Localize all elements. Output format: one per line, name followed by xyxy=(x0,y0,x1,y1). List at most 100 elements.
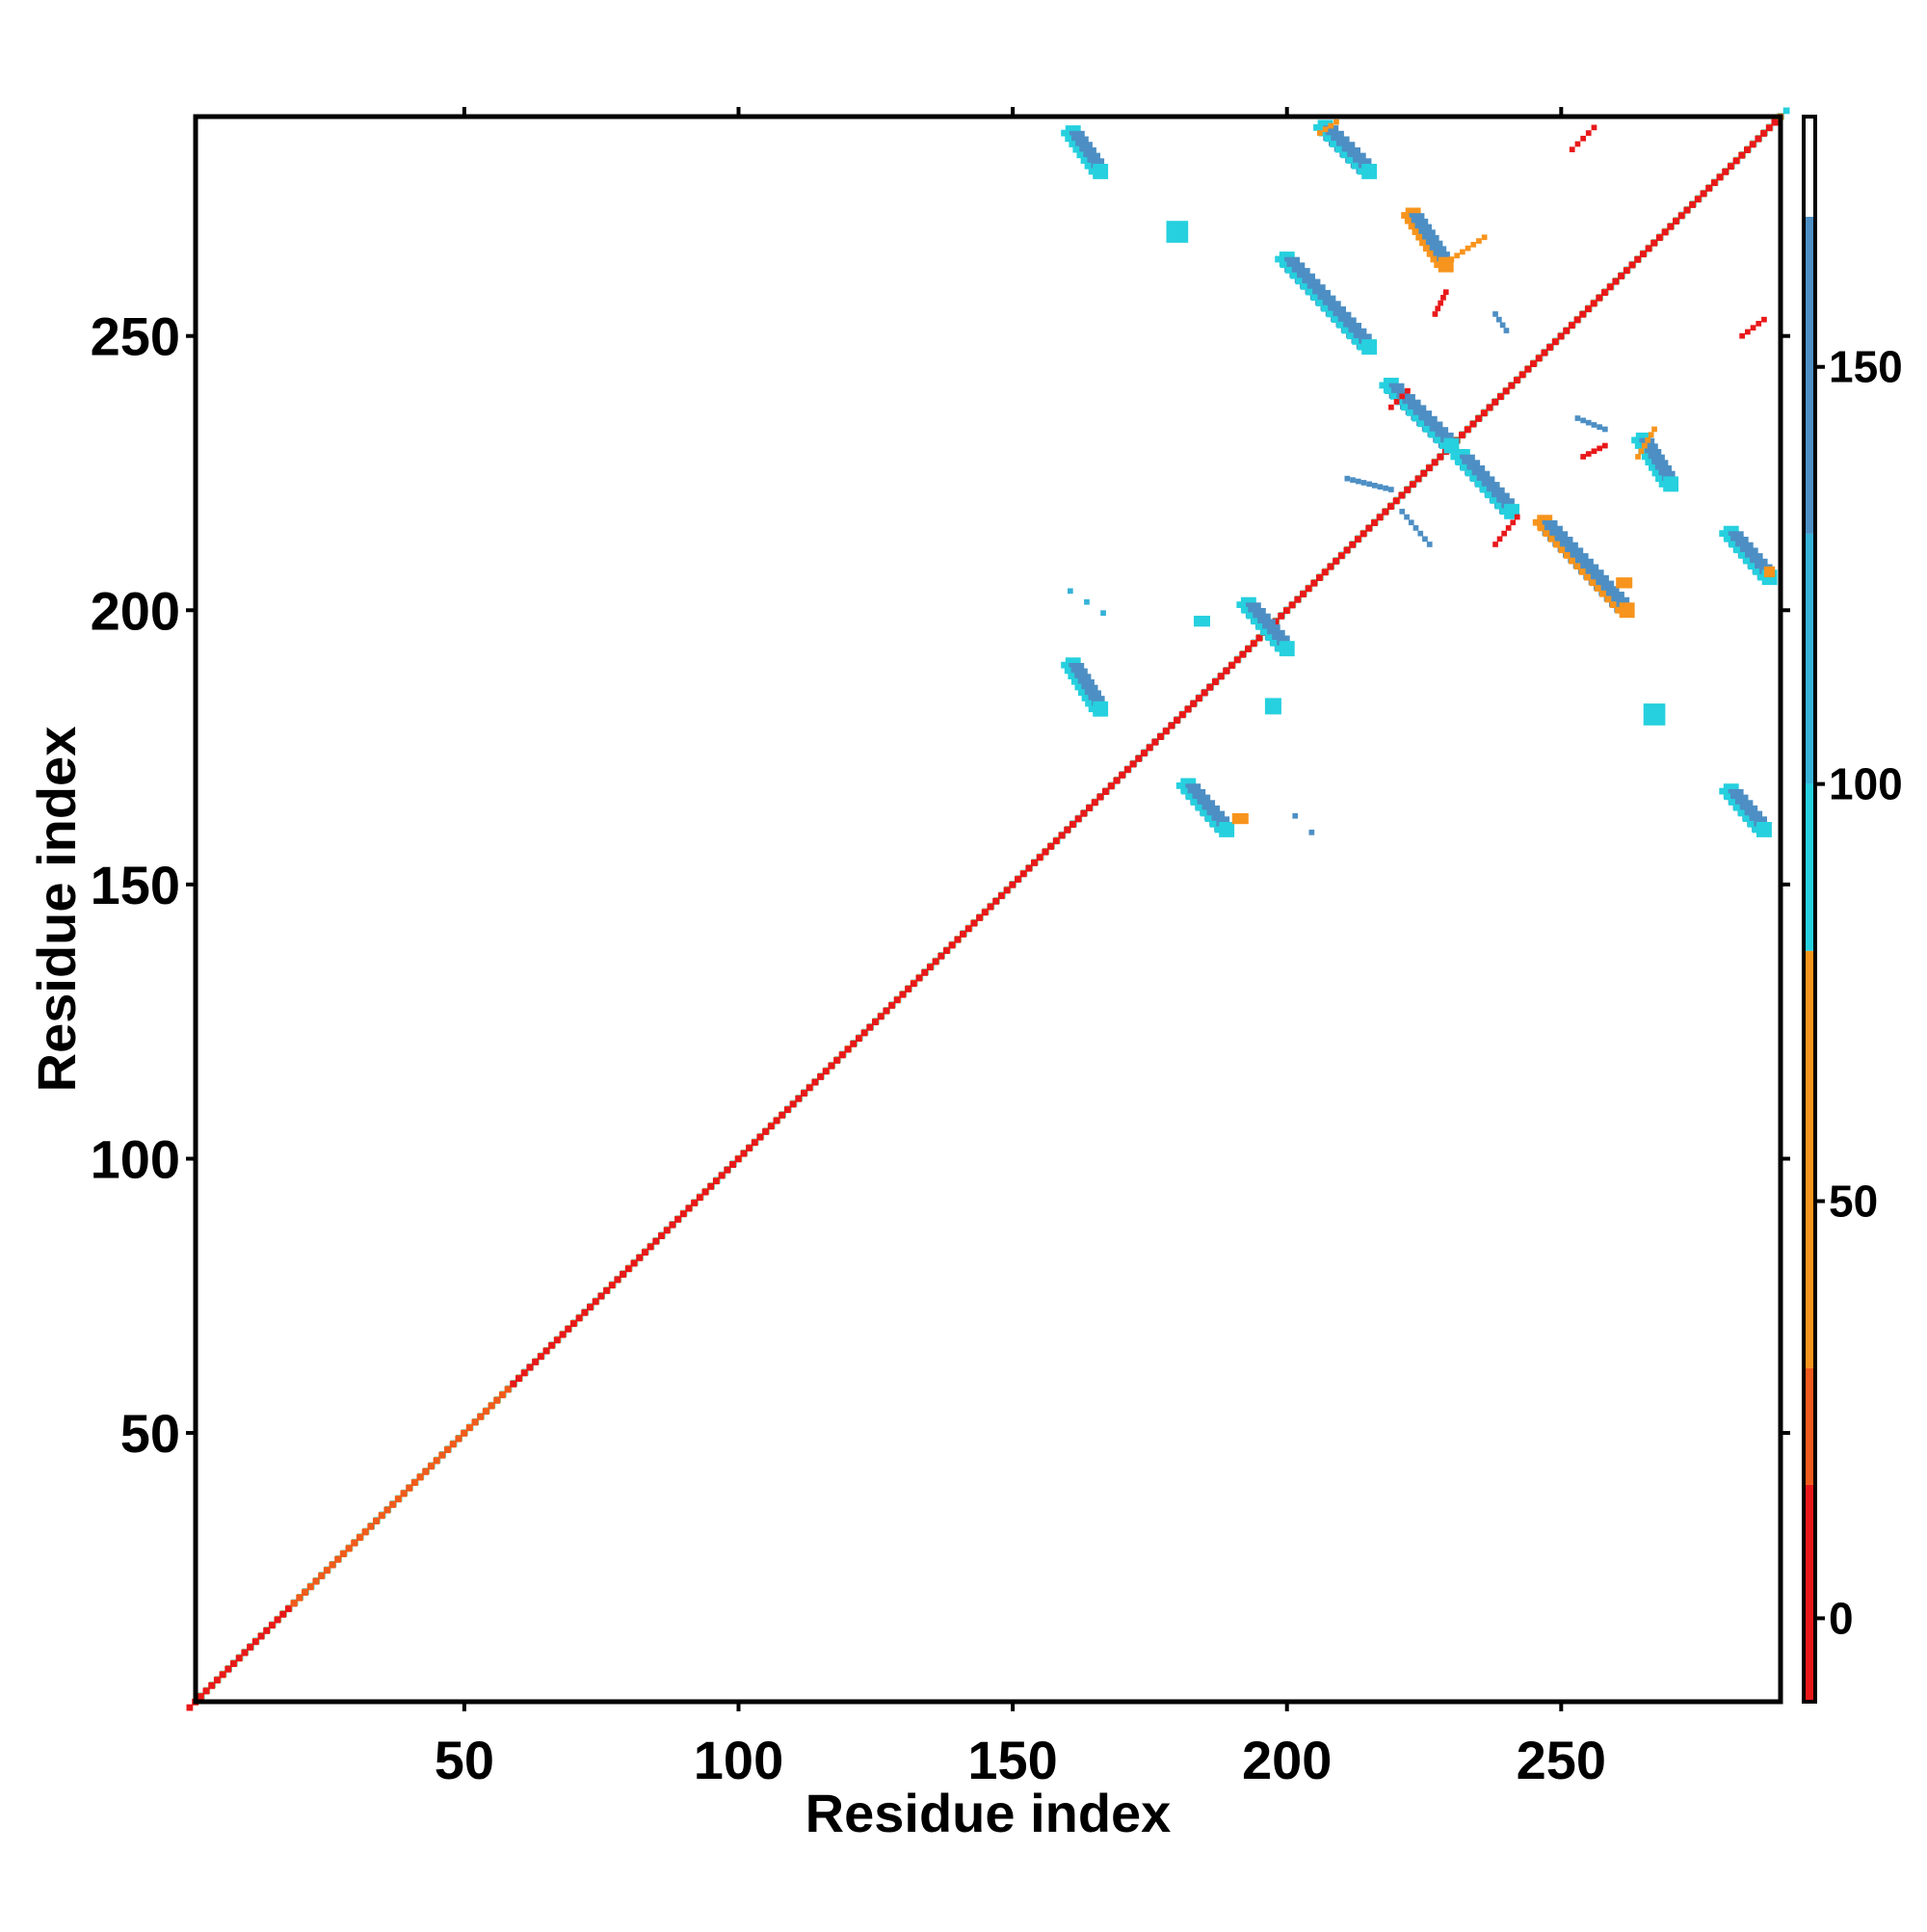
diagonal-cell xyxy=(1716,173,1724,181)
diagonal-cell xyxy=(241,1649,249,1656)
contact-strip-edge-cell xyxy=(1068,673,1075,679)
contact-line-cell xyxy=(1465,245,1471,251)
contact-line-cell xyxy=(1422,536,1428,543)
diagonal-cell xyxy=(910,980,917,988)
contact-strip-edge-cell xyxy=(1594,585,1601,592)
diagonal-cell xyxy=(219,1671,226,1679)
contact-strip-edge-cell xyxy=(1412,228,1419,235)
contact-strip-edge-cell xyxy=(1241,606,1249,614)
contact-strip-edge-cell xyxy=(1352,338,1359,345)
diagonal-cell xyxy=(921,969,928,976)
diagonal-cell xyxy=(1174,717,1180,724)
contact-blob xyxy=(1166,221,1189,243)
diagonal-cell xyxy=(1650,239,1657,247)
contact-strip-edge-cell xyxy=(1563,552,1571,559)
contact-strip-edge-cell xyxy=(1604,595,1612,603)
diagonal-cell xyxy=(997,892,1005,900)
diagonal-cell xyxy=(1064,827,1070,834)
diagonal-cell xyxy=(1710,179,1718,187)
contact-strip-edge-cell xyxy=(1214,826,1222,834)
diagonal-cell xyxy=(1551,338,1559,346)
contact-blob xyxy=(1084,598,1090,605)
colorbar-frame xyxy=(1802,115,1817,1704)
contact-line-cell xyxy=(1585,451,1592,457)
diagonal-cell xyxy=(1129,760,1137,768)
contact-line-cell xyxy=(1602,426,1608,433)
diagonal-cell xyxy=(1541,349,1548,357)
contact-line-cell xyxy=(1435,305,1441,312)
contact-strip-edge-cell xyxy=(1485,491,1491,499)
diagonal-cell xyxy=(1661,228,1669,236)
contact-line-cell xyxy=(1745,329,1751,335)
diagonal-cell xyxy=(1282,607,1290,615)
contact-strip-edge-cell xyxy=(1609,601,1617,608)
contact-line-cell xyxy=(1393,399,1400,405)
contact-line-cell xyxy=(1399,509,1406,515)
contact-strip-edge-cell xyxy=(1494,502,1502,510)
diagonal-cell xyxy=(416,1473,424,1481)
diagonal-cell xyxy=(296,1594,304,1601)
diagonal-cell xyxy=(970,919,978,927)
contact-line-cell xyxy=(1580,135,1586,142)
diagonal-cell xyxy=(1437,453,1444,461)
diagonal-cell xyxy=(1288,601,1296,609)
contact-strip-edge-cell xyxy=(1743,557,1750,565)
contact-line-cell xyxy=(1481,234,1488,241)
contact-strip-edge-cell xyxy=(1460,463,1467,471)
contact-strip-edge-cell xyxy=(1401,404,1408,411)
contact-strip-edge-cell xyxy=(1753,569,1759,575)
diagonal-cell xyxy=(1667,223,1675,230)
diagonal-cell xyxy=(510,1380,517,1388)
contact-strip-edge-cell xyxy=(1428,431,1436,438)
contact-strip-edge-cell xyxy=(1180,787,1188,795)
contact-strip-edge-cell xyxy=(1295,278,1303,285)
contact-strip-edge-cell xyxy=(1190,799,1198,806)
diagonal-cell xyxy=(1168,722,1175,729)
contact-line-cell xyxy=(1432,311,1439,317)
diagonal-cell xyxy=(433,1457,440,1465)
diagonal-cell xyxy=(838,1051,846,1059)
contact-strip-edge-cell xyxy=(1078,689,1085,697)
diagonal-cell xyxy=(1579,310,1586,318)
diagonal-cell xyxy=(1677,212,1685,220)
diagonal-cell xyxy=(658,1232,665,1239)
diagonal-cell xyxy=(762,1128,769,1135)
diagonal-cell xyxy=(1337,552,1345,560)
diagonal-cell xyxy=(449,1441,457,1448)
diagonal-cell xyxy=(685,1204,693,1212)
diagonal-cell xyxy=(389,1501,396,1508)
diagonal-cell xyxy=(257,1632,265,1640)
diagonal-cell xyxy=(438,1451,446,1459)
diagonal-cell xyxy=(1327,563,1334,570)
contact-strip-edge-cell xyxy=(1742,815,1750,822)
contact-line-cell xyxy=(1505,525,1512,531)
diagonal-cell xyxy=(1119,772,1125,779)
colorbar-bin xyxy=(1804,533,1815,784)
diagonal-cell xyxy=(740,1150,748,1157)
contact-strip-edge-cell xyxy=(1419,239,1426,247)
contact-blob xyxy=(1100,610,1106,616)
contact-strip-cell xyxy=(1279,641,1295,657)
diagonal-cell xyxy=(652,1237,660,1245)
diagonal-cell xyxy=(477,1414,484,1420)
contact-strip-edge-cell xyxy=(1064,667,1071,675)
colorbar-bin xyxy=(1804,950,1815,1368)
diagonal-cell xyxy=(542,1347,550,1355)
colorbar: 0 50 100 150 xyxy=(1802,115,1903,1704)
diagonal-cell xyxy=(1404,487,1411,493)
diagonal-cell xyxy=(1140,750,1148,757)
diagonal-cell xyxy=(1431,459,1439,466)
diagonal-cell xyxy=(1080,809,1088,817)
diagonal-cell xyxy=(373,1518,380,1524)
contact-strip-edge-cell xyxy=(1589,579,1597,587)
contact-line-cell xyxy=(1499,322,1506,329)
diagonal-cell xyxy=(493,1397,500,1404)
diagonal-cell xyxy=(532,1359,539,1365)
contact-line-cell xyxy=(1470,242,1477,248)
diagonal-cell xyxy=(707,1183,714,1190)
diagonal-cell xyxy=(1272,618,1280,625)
diagonal-cell xyxy=(263,1628,270,1634)
diagonal-cell xyxy=(247,1644,253,1651)
diagonal-cell xyxy=(1655,234,1663,242)
